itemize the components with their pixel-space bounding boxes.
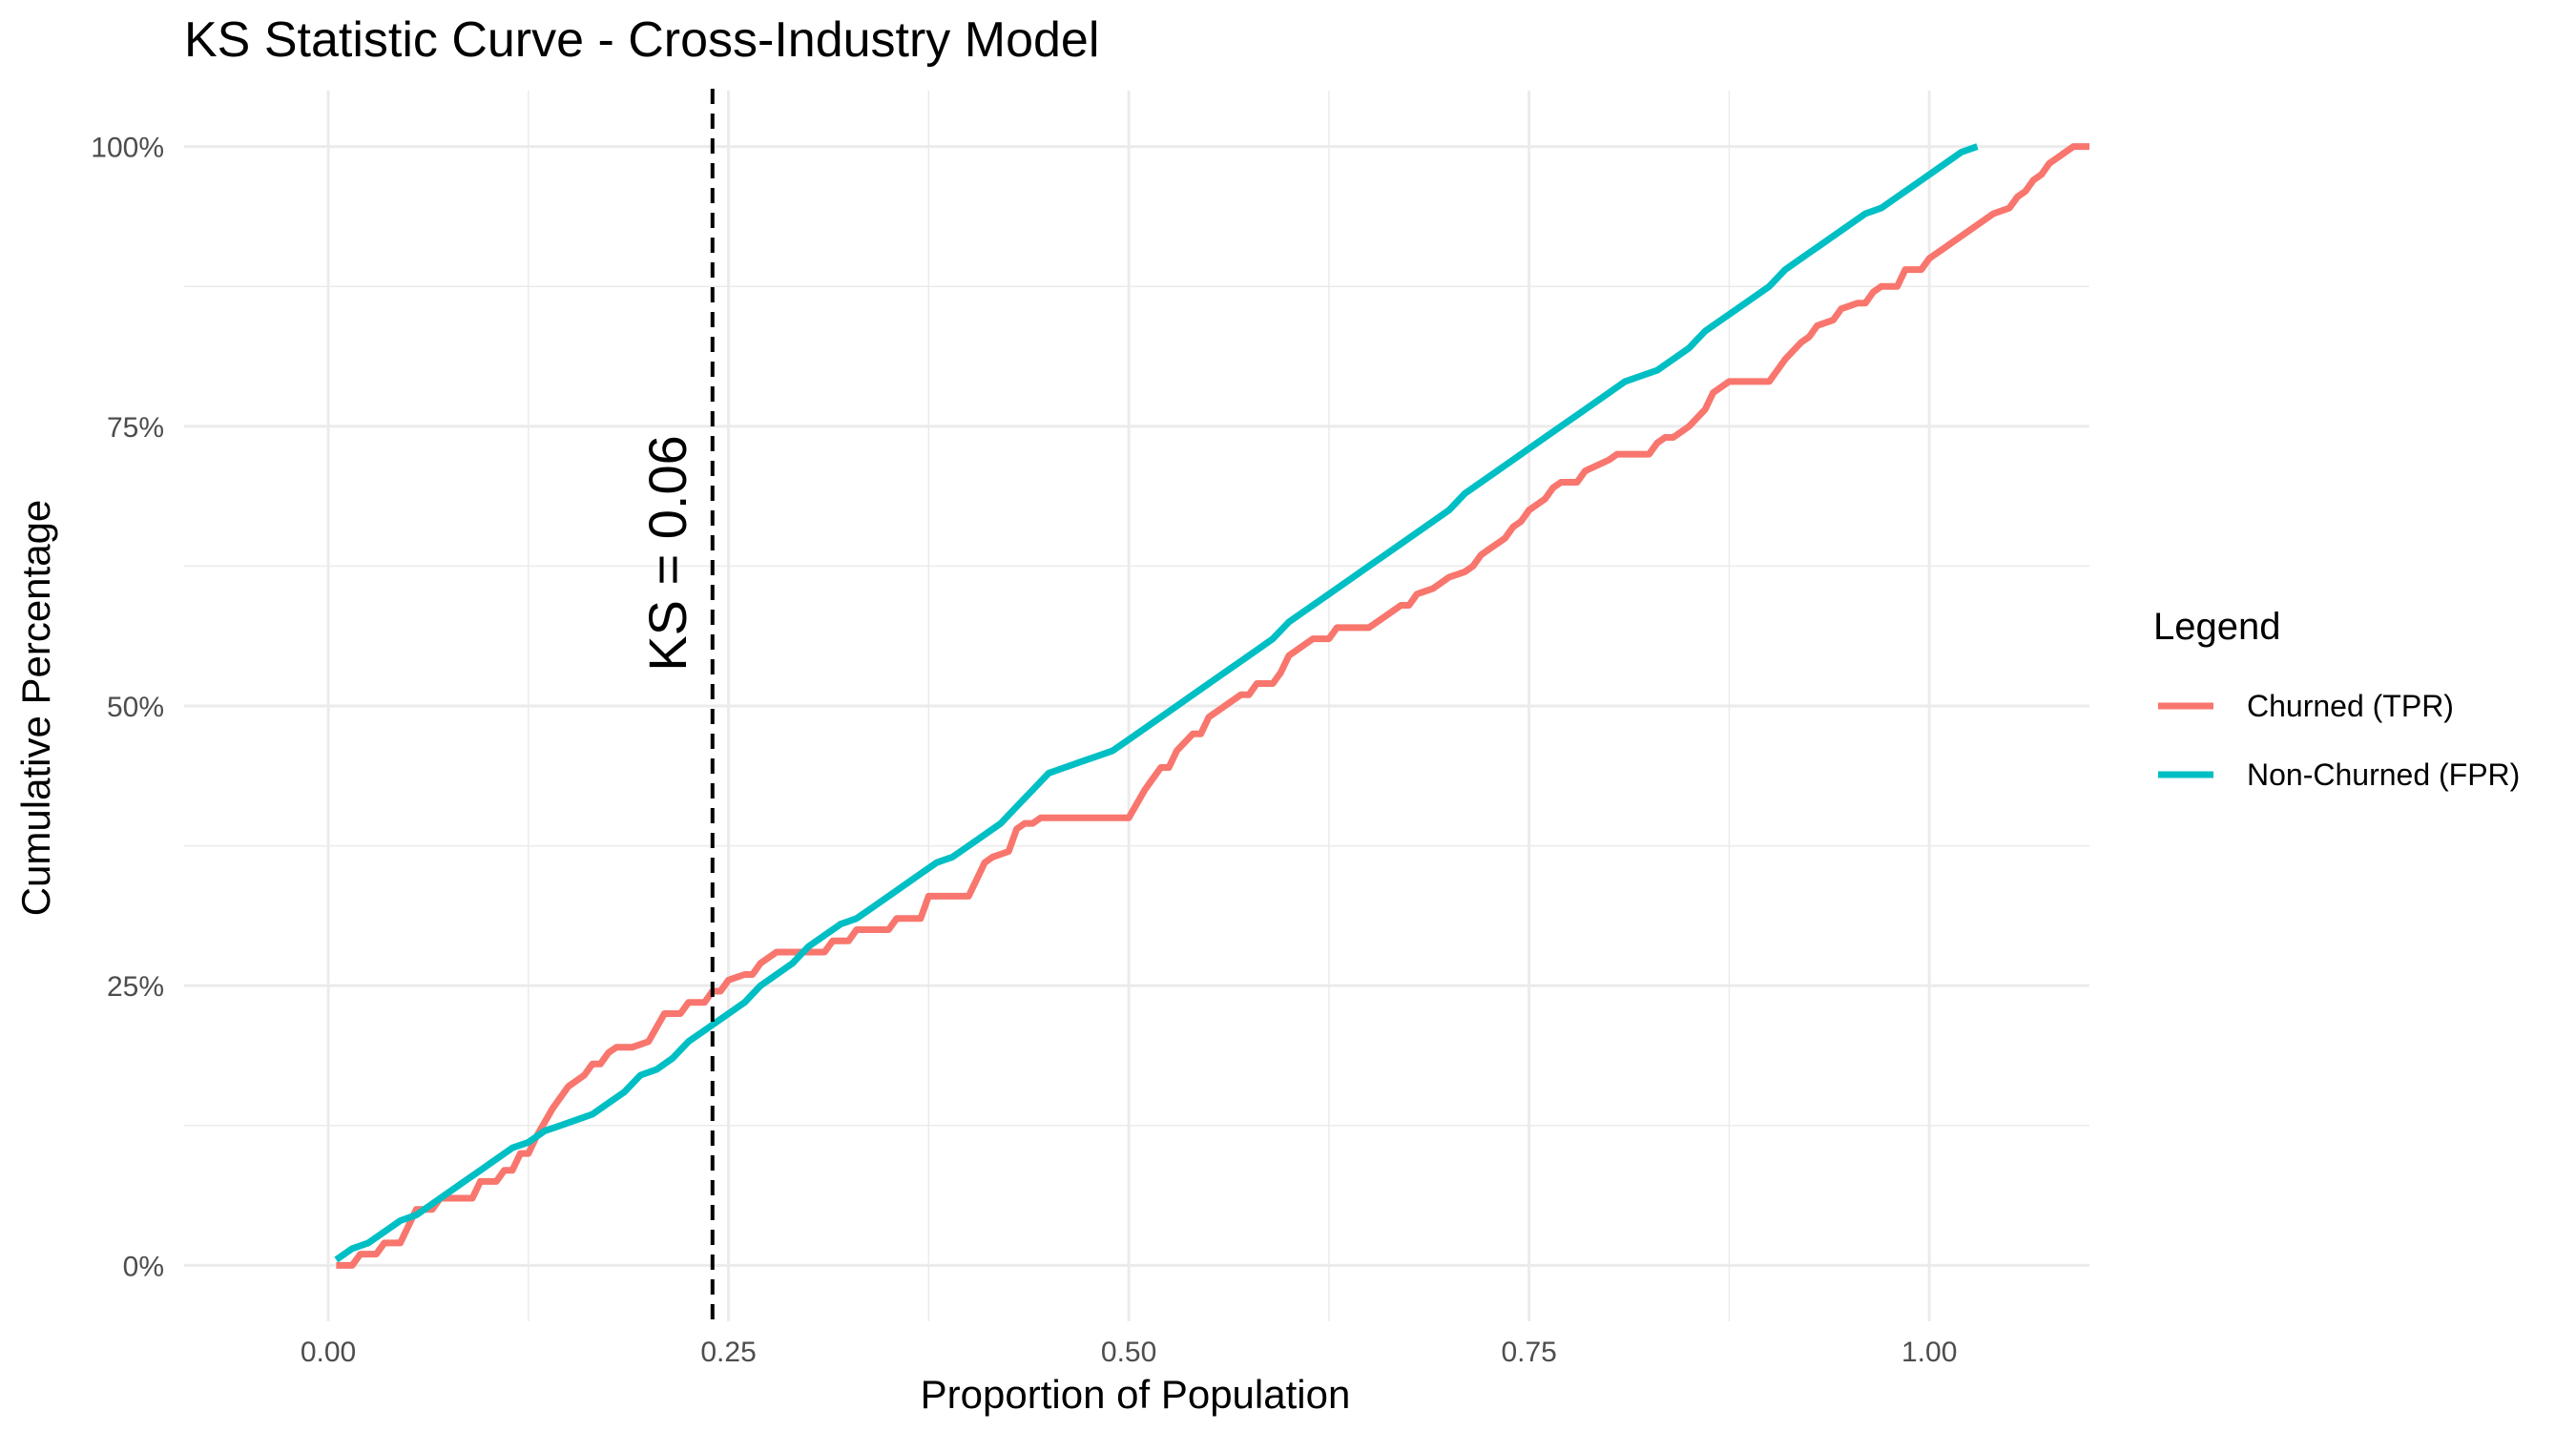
x-tick-label: 1.00 [1901, 1337, 1957, 1368]
legend-label-churned: Churned (TPR) [2247, 689, 2454, 723]
legend-label-non-churned: Non-Churned (FPR) [2247, 757, 2520, 792]
x-tick-label: 0.00 [301, 1337, 356, 1368]
legend-title: Legend [2153, 606, 2280, 648]
y-tick-label: 75% [107, 412, 164, 444]
x-tick-label: 0.75 [1501, 1337, 1556, 1368]
tick-labels: 0.00 0.25 0.50 0.75 1.00 0% 25% 50% 75% 100% [91, 133, 1957, 1368]
y-tick-label: 50% [107, 692, 164, 723]
y-tick-label: 25% [107, 971, 164, 1003]
y-tick-label: 100% [91, 133, 164, 164]
ks-annotation: KS = 0.06 [637, 435, 697, 672]
chart-title: KS Statistic Curve - Cross-Industry Mode… [184, 12, 1100, 68]
legend: Legend Churned (TPR) Non-Churned (FPR) [2153, 606, 2520, 792]
y-tick-label: 0% [123, 1251, 164, 1282]
x-tick-label: 0.50 [1101, 1337, 1156, 1368]
series-line-churned [336, 143, 2089, 1269]
ks-layer: KS = 0.06 [637, 89, 715, 1321]
x-axis-title: Proportion of Population [921, 1372, 1351, 1417]
x-tick-label: 0.25 [700, 1337, 756, 1368]
major-grid [184, 91, 2089, 1321]
y-axis-title: Cumulative Percentage [13, 500, 58, 917]
series-line-non-churned [334, 143, 1979, 1263]
series-layer [334, 143, 2089, 1269]
